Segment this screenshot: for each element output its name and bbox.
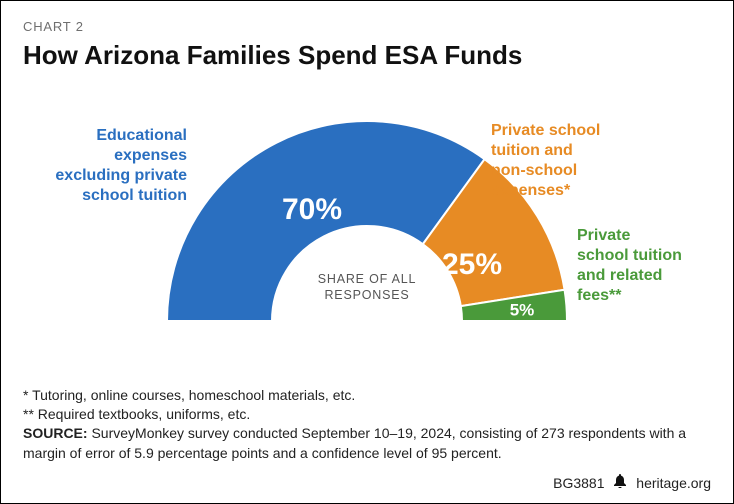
- source-line: SOURCE: SurveyMonkey survey conducted Se…: [23, 424, 711, 463]
- footer-code: BG3881: [553, 475, 604, 491]
- slice-value-educational_expenses: 70%: [282, 193, 342, 226]
- footnote-double-asterisk: ** Required textbooks, uniforms, etc.: [23, 405, 711, 424]
- slice-value-tuition_related_fees: 5%: [510, 300, 535, 319]
- slice-label-educational-expenses: Educationalexpensesexcluding privatescho…: [37, 126, 187, 206]
- source-label: SOURCE:: [23, 425, 88, 441]
- footer-site: heritage.org: [636, 475, 711, 491]
- source-text: SurveyMonkey survey conducted September …: [23, 425, 686, 460]
- slice-value-tuition_plus_nonschool: 25%: [442, 248, 502, 281]
- footer: BG3881 heritage.org: [553, 474, 711, 491]
- bell-icon: [614, 474, 626, 491]
- chart-area: 70% 25% 5% Educationalexpensesexcluding pr…: [23, 71, 711, 361]
- center-caption: SHARE OF ALLRESPONSES: [297, 271, 437, 304]
- slice-label-tuition-fees: Privateschool tuitionand relatedfees**: [577, 226, 697, 306]
- chart-title: How Arizona Families Spend ESA Funds: [23, 40, 711, 71]
- footnotes-block: * Tutoring, online courses, homeschool m…: [23, 386, 711, 463]
- slice-label-tuition-nonschool: Private schooltuition andnon-schoolexpen…: [491, 121, 621, 201]
- footnote-asterisk: * Tutoring, online courses, homeschool m…: [23, 386, 711, 405]
- chart-number-label: CHART 2: [23, 19, 711, 34]
